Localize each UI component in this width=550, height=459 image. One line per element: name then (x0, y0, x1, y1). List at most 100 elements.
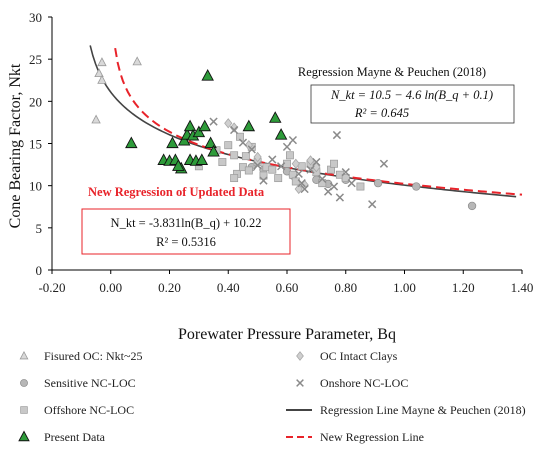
y-tick-label: 20 (29, 94, 42, 109)
onshore-nc-loc-point (318, 174, 327, 184)
legend-label: Fisured OC: Nkt~25 (44, 349, 143, 363)
y-tick-label: 25 (29, 52, 42, 67)
y-axis-ticks: 0 5 10 15 20 25 30 (29, 10, 52, 278)
x-axis-title: Porewater Pressure Parameter, Bq (178, 326, 396, 343)
offshore-nc-loc-point (241, 152, 250, 161)
onshore-nc-loc-point (209, 117, 218, 126)
offshore-nc-loc-point (330, 159, 338, 168)
onshore-nc-loc-point (379, 159, 389, 168)
legend-symbol (296, 379, 304, 387)
present-data-point (242, 119, 256, 132)
onshore-nc-loc-point (312, 157, 321, 167)
onshore-nc-loc-point (368, 200, 377, 209)
onshore-nc-loc-point (347, 179, 356, 188)
onshore-nc-loc-point (259, 176, 268, 185)
oc-intact-clays-point (253, 151, 262, 163)
mayne-annotation: Regression Mayne & Peuchen (2018) N_kt =… (298, 65, 515, 124)
offshore-nc-loc-point (259, 171, 268, 180)
offshore-nc-loc-point (268, 165, 277, 174)
onshore-nc-loc-point (306, 165, 315, 174)
onshore-nc-loc-point (276, 162, 286, 171)
offshore-nc-loc-point (230, 174, 239, 183)
legend-label: Sensitive NC-LOC (44, 376, 136, 390)
sensitive-nc-loc-point (412, 182, 421, 191)
legend: Fisured OC: Nkt~25 OC Intact Clays Sensiti… (18, 349, 526, 444)
new-regression-annotation: New Regression of Updated Data N_kt = -3… (81, 185, 291, 255)
new-regression-box (81, 208, 291, 255)
mayne-annotation-title: Regression Mayne & Peuchen (2018) (298, 65, 486, 79)
legend-label: New Regression Line (320, 430, 424, 444)
present-data-point (166, 136, 179, 149)
fisured-oc-nkt-25-point (97, 74, 107, 84)
mayne-annotation-equation: N_kt = 10.5 − 4.6 ln(B_q + 0.1) (330, 88, 493, 102)
legend-symbol (20, 379, 28, 387)
legend-label: Onshore NC-LOC (320, 376, 408, 390)
y-axis-title: Cone Bearing Factor, Nkt (7, 63, 24, 228)
legend-symbol (20, 406, 28, 414)
onshore-nc-loc-point (229, 125, 239, 135)
mayne-annotation-r2: R² = 0.645 (354, 106, 409, 120)
present-data-point (201, 69, 214, 81)
present-data-point (177, 133, 191, 146)
y-tick-label: 5 (36, 221, 43, 236)
fisured-oc-nkt-25-point (94, 68, 104, 78)
offshore-nc-loc-point (291, 177, 300, 186)
present-data-point (125, 136, 138, 149)
fisured-oc-nkt-25-point (132, 56, 142, 66)
present-data-point (192, 125, 206, 138)
offshore-nc-loc-point (341, 174, 350, 183)
present-data-point (274, 128, 288, 140)
mayne-annotation-box (310, 84, 515, 124)
legend-label: Offshore NC-LOC (44, 403, 134, 417)
present-data-point (183, 119, 197, 132)
fisured-oc-nkt-25-point (91, 114, 101, 124)
oc-intact-clays-point (294, 183, 303, 195)
offshore-nc-loc-point (224, 141, 233, 150)
x-tick-label: 0.60 (276, 280, 299, 295)
onshore-nc-loc-point (297, 179, 306, 188)
new-regression-equation: N_kt = -3.831ln(B_q) + 10.22 (111, 216, 262, 230)
sensitive-nc-loc-point (373, 178, 383, 188)
x-tick-label: 1.00 (393, 280, 416, 295)
legend-label: Regression Line Mayne & Peuchen (2018) (320, 403, 526, 417)
offshore-nc-loc-point (230, 151, 239, 160)
onshore-nc-loc-point (288, 135, 298, 145)
fisured-oc-nkt-25-point (97, 57, 107, 67)
onshore-nc-loc-point (341, 168, 350, 177)
x-tick-label: 0.00 (99, 280, 122, 295)
x-tick-label: 0.20 (158, 280, 181, 295)
present-data-point (195, 153, 209, 165)
present-data-point (172, 159, 185, 171)
onshore-nc-loc-point (329, 182, 339, 191)
onshore-nc-loc-point (282, 142, 292, 152)
onshore-nc-loc-point (300, 184, 309, 194)
y-tick-label: 0 (36, 263, 43, 278)
data-markers (91, 56, 477, 211)
y-tick-label: 15 (29, 137, 42, 152)
x-tick-label: 0.80 (334, 280, 357, 295)
offshore-nc-loc-point (285, 151, 294, 160)
legend-label: OC Intact Clays (320, 349, 398, 363)
offshore-nc-loc-point (218, 158, 227, 167)
oc-intact-clays-point (230, 122, 239, 133)
x-tick-label: 1.40 (511, 280, 534, 295)
onshore-nc-loc-point (332, 130, 342, 140)
oc-intact-clays-point (224, 118, 233, 129)
onshore-nc-loc-point (238, 138, 248, 147)
offshore-nc-loc-point (274, 174, 283, 183)
x-tick-label: 0.40 (217, 280, 240, 295)
new-regression-r2: R² = 0.5316 (156, 235, 216, 249)
x-tick-label: -0.20 (38, 280, 65, 295)
present-data-point (207, 144, 220, 157)
y-tick-label: 10 (29, 179, 42, 194)
x-tick-label: 1.20 (452, 280, 475, 295)
onshore-nc-loc-point (253, 161, 262, 170)
present-data-point (204, 136, 217, 149)
onshore-nc-loc-point (247, 145, 256, 154)
x-axis-ticks: -0.20 0.00 0.20 0.40 0.60 0.80 1.00 1.20 1.40 (38, 270, 533, 295)
offshore-nc-loc-point (244, 166, 253, 175)
onshore-nc-loc-point (335, 193, 345, 202)
sensitive-nc-loc-point (467, 201, 477, 211)
new-regression-title: New Regression of Updated Data (88, 185, 265, 199)
y-tick-label: 30 (29, 10, 42, 25)
